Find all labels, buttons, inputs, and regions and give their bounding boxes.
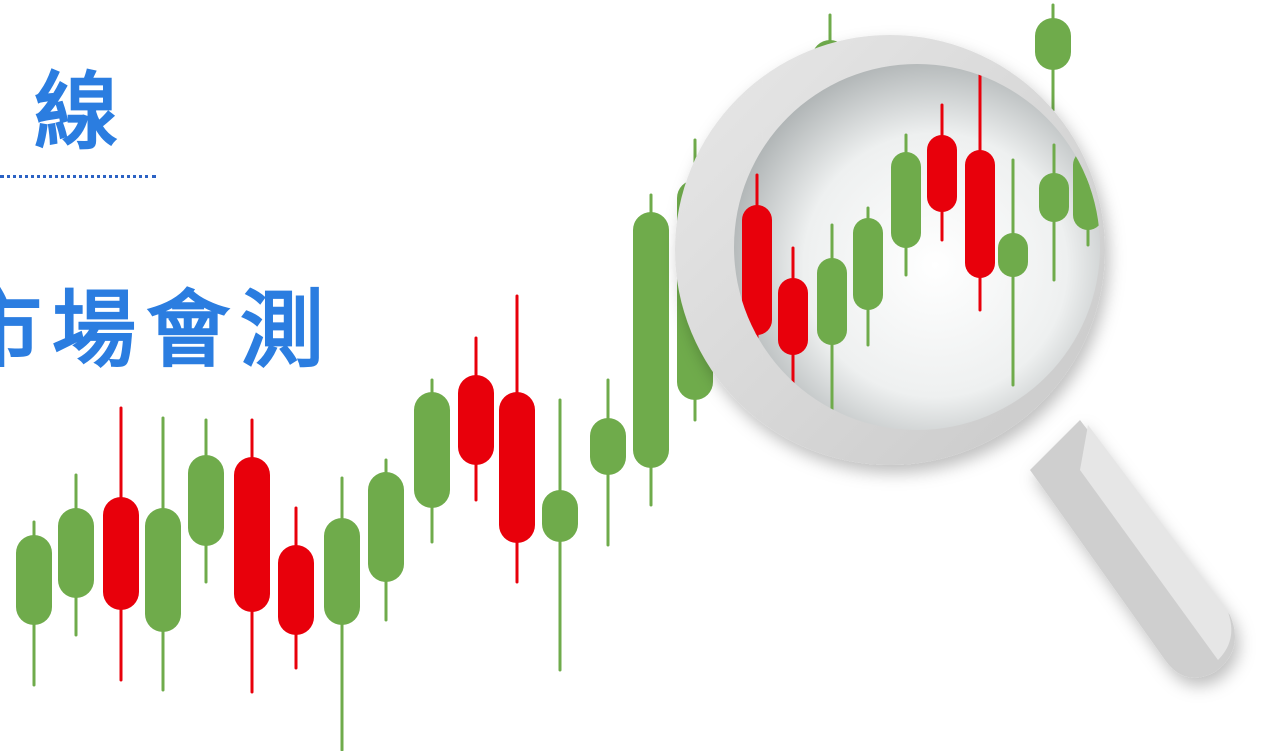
candle: [633, 193, 669, 507]
candles: [16, 3, 1071, 751]
candle: [998, 158, 1028, 387]
title-line-2: 市場會測: [0, 281, 335, 379]
candle: [590, 378, 626, 547]
candle: [58, 473, 94, 637]
candle: [542, 398, 578, 672]
candle: [778, 246, 808, 387]
divider: [0, 175, 156, 178]
candle: [458, 336, 494, 502]
title-line-1: 線: [34, 63, 119, 161]
candle: [1039, 143, 1069, 282]
candle: [499, 294, 535, 584]
candle: [324, 476, 360, 751]
candle: [853, 206, 883, 347]
candle: [414, 378, 450, 544]
candle: [927, 103, 957, 242]
candle: [965, 68, 995, 312]
candle: [234, 418, 270, 694]
magnifier: [675, 35, 1235, 678]
candle: [891, 133, 921, 277]
candle: [145, 416, 181, 692]
candle: [742, 173, 772, 352]
candle: [278, 506, 314, 670]
candle: [103, 406, 139, 682]
candle: [817, 223, 847, 417]
candle: [1035, 3, 1071, 112]
candle: [16, 520, 52, 687]
candle: [188, 418, 224, 584]
candle: [368, 458, 404, 622]
